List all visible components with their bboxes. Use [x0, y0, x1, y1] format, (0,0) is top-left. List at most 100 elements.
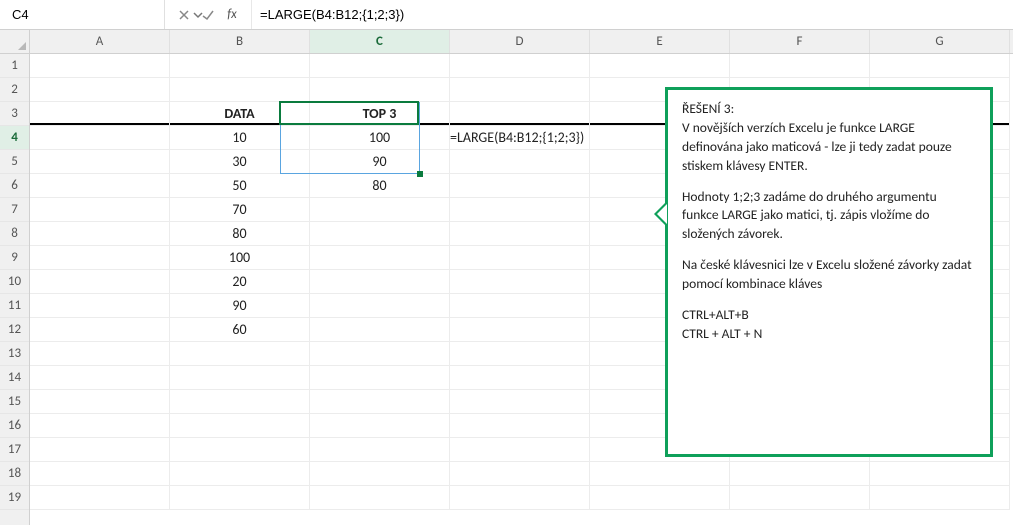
cell-A13[interactable] [30, 342, 170, 366]
cell-D10[interactable] [450, 270, 590, 294]
cell-C14[interactable] [310, 366, 450, 390]
cell-D16[interactable] [450, 414, 590, 438]
cell-D18[interactable] [450, 462, 590, 486]
row-header-13[interactable]: 13 [0, 342, 29, 366]
cell-C1[interactable] [310, 54, 450, 78]
cell-D11[interactable] [450, 294, 590, 318]
cell-C7[interactable] [310, 198, 450, 222]
cell-G1[interactable] [870, 54, 1010, 78]
header-data[interactable]: DATA [170, 102, 310, 126]
check-icon[interactable] [197, 4, 219, 26]
cell-B1[interactable] [170, 54, 310, 78]
cell-D6[interactable] [450, 174, 590, 198]
cell-D9[interactable] [450, 246, 590, 270]
cell-A15[interactable] [30, 390, 170, 414]
row-header-14[interactable]: 14 [0, 366, 29, 390]
data-value-9[interactable]: 60 [170, 318, 310, 342]
cell-C16[interactable] [310, 414, 450, 438]
column-header-D[interactable]: D [450, 30, 590, 53]
cell-B17[interactable] [170, 438, 310, 462]
cell-A11[interactable] [30, 294, 170, 318]
cell-A4[interactable] [30, 126, 170, 150]
cell-F19[interactable] [730, 486, 870, 510]
cell-D2[interactable] [450, 78, 590, 102]
cell-G19[interactable] [870, 486, 1010, 510]
cell-B13[interactable] [170, 342, 310, 366]
cell-C10[interactable] [310, 270, 450, 294]
cell-E1[interactable] [590, 54, 730, 78]
top3-value-3[interactable]: 80 [310, 174, 450, 198]
cell-A3[interactable] [30, 102, 170, 126]
row-header-2[interactable]: 2 [0, 78, 29, 102]
cell-A18[interactable] [30, 462, 170, 486]
cell-A1[interactable] [30, 54, 170, 78]
cell-A7[interactable] [30, 198, 170, 222]
data-value-4[interactable]: 70 [170, 198, 310, 222]
cell-D5[interactable] [450, 150, 590, 174]
top3-value-1[interactable]: 100 [310, 126, 450, 150]
cell-C17[interactable] [310, 438, 450, 462]
cell-D4[interactable]: =LARGE(B4:B12;{1;2;3}) [450, 126, 590, 150]
column-header-C[interactable]: C [310, 30, 450, 53]
cell-A12[interactable] [30, 318, 170, 342]
cancel-icon[interactable] [173, 4, 195, 26]
cell-D13[interactable] [450, 342, 590, 366]
row-header-18[interactable]: 18 [0, 462, 29, 486]
cell-D3[interactable] [450, 102, 590, 126]
cell-D7[interactable] [450, 198, 590, 222]
cell-A8[interactable] [30, 222, 170, 246]
cell-A19[interactable] [30, 486, 170, 510]
cell-F18[interactable] [730, 462, 870, 486]
column-header-F[interactable]: F [730, 30, 870, 53]
row-header-19[interactable]: 19 [0, 486, 29, 510]
row-header-6[interactable]: 6 [0, 174, 29, 198]
column-header-E[interactable]: E [590, 30, 730, 53]
cell-C12[interactable] [310, 318, 450, 342]
row-header-3[interactable]: 3 [0, 102, 29, 126]
cell-A17[interactable] [30, 438, 170, 462]
row-header-10[interactable]: 10 [0, 270, 29, 294]
cell-D12[interactable] [450, 318, 590, 342]
header-top3[interactable]: TOP 3 [310, 102, 450, 126]
cell-C13[interactable] [310, 342, 450, 366]
data-value-1[interactable]: 10 [170, 126, 310, 150]
row-header-17[interactable]: 17 [0, 438, 29, 462]
cell-C2[interactable] [310, 78, 450, 102]
row-header-15[interactable]: 15 [0, 390, 29, 414]
data-value-8[interactable]: 90 [170, 294, 310, 318]
data-value-6[interactable]: 100 [170, 246, 310, 270]
cell-C19[interactable] [310, 486, 450, 510]
data-value-2[interactable]: 30 [170, 150, 310, 174]
fx-icon[interactable]: fx [221, 4, 243, 26]
row-header-5[interactable]: 5 [0, 150, 29, 174]
cell-D17[interactable] [450, 438, 590, 462]
row-header-8[interactable]: 8 [0, 222, 29, 246]
formula-input[interactable] [252, 0, 1013, 29]
column-header-A[interactable]: A [30, 30, 170, 53]
row-header-9[interactable]: 9 [0, 246, 29, 270]
data-value-5[interactable]: 80 [170, 222, 310, 246]
row-header-1[interactable]: 1 [0, 54, 29, 78]
row-header-12[interactable]: 12 [0, 318, 29, 342]
cell-C18[interactable] [310, 462, 450, 486]
data-value-3[interactable]: 50 [170, 174, 310, 198]
cell-B16[interactable] [170, 414, 310, 438]
cell-C11[interactable] [310, 294, 450, 318]
cell-A16[interactable] [30, 414, 170, 438]
row-header-11[interactable]: 11 [0, 294, 29, 318]
cell-C15[interactable] [310, 390, 450, 414]
cell-B19[interactable] [170, 486, 310, 510]
column-header-B[interactable]: B [170, 30, 310, 53]
cell-D15[interactable] [450, 390, 590, 414]
row-header-4[interactable]: 4 [0, 126, 29, 150]
top3-value-2[interactable]: 90 [310, 150, 450, 174]
cell-E18[interactable] [590, 462, 730, 486]
cell-A6[interactable] [30, 174, 170, 198]
cell-G18[interactable] [870, 462, 1010, 486]
cell-D1[interactable] [450, 54, 590, 78]
cell-B14[interactable] [170, 366, 310, 390]
cell-E19[interactable] [590, 486, 730, 510]
cell-A2[interactable] [30, 78, 170, 102]
cell-B2[interactable] [170, 78, 310, 102]
data-value-7[interactable]: 20 [170, 270, 310, 294]
